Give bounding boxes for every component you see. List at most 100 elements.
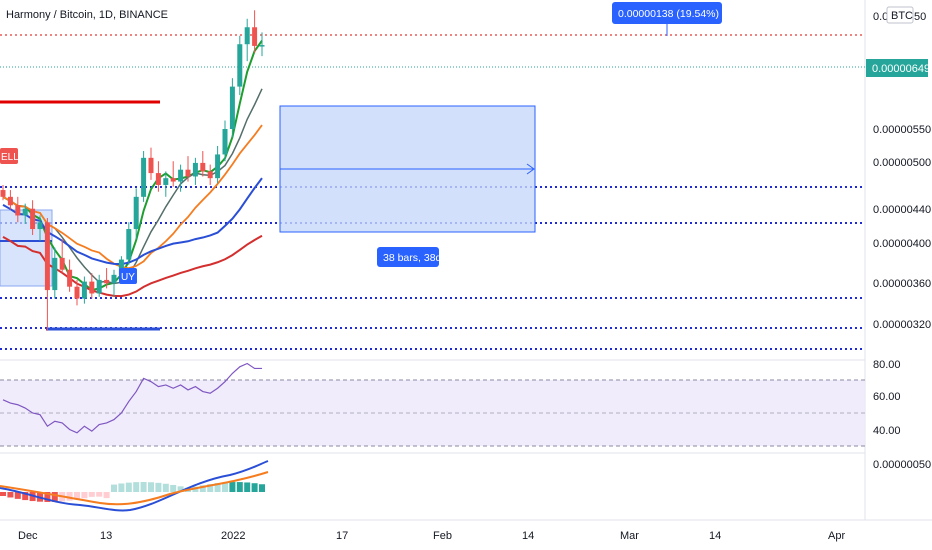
time-tick-5: 14 — [522, 530, 534, 542]
macd-bar — [148, 482, 154, 492]
candle[interactable] — [15, 205, 21, 216]
current-price-label: 0.00000649 — [872, 63, 930, 75]
price-tick-5: 0.00000320 — [873, 319, 931, 331]
macd-bar — [88, 492, 95, 497]
price-tick-top-value: 50 — [914, 11, 926, 23]
macd-bar — [81, 492, 88, 499]
candle[interactable] — [141, 157, 147, 197]
candle[interactable] — [22, 208, 28, 216]
candle[interactable] — [192, 162, 198, 177]
time-tick-1: 13 — [100, 530, 112, 542]
rsi-band — [0, 380, 865, 446]
measure-top-label: 0.00000138 (19.54%) 138 — [618, 8, 740, 20]
macd-bar — [177, 486, 184, 492]
candle[interactable] — [111, 274, 117, 284]
macd-bar — [74, 492, 80, 500]
candle[interactable] — [170, 178, 176, 182]
macd-bar — [51, 492, 58, 502]
price-tick-0: 0.00000550 — [873, 124, 931, 136]
candle[interactable] — [30, 208, 36, 230]
macd-bar — [259, 484, 265, 492]
rsi-tick-2: 40.00 — [873, 425, 901, 437]
macd-bar — [0, 492, 6, 496]
macd-line[interactable] — [0, 460, 269, 512]
time-tick-8: Apr — [828, 530, 845, 542]
macd-signal-line[interactable] — [0, 471, 269, 506]
time-tick-6: Mar — [620, 530, 639, 542]
rsi-line[interactable] — [2, 362, 262, 434]
candle[interactable] — [148, 157, 154, 174]
candle[interactable] — [74, 286, 80, 299]
candle[interactable] — [259, 45, 265, 47]
chart-title: Harmony / Bitcoin, 1D, BINANCE — [6, 9, 168, 21]
currency-badge[interactable] — [886, 6, 914, 24]
time-tick-3: 17 — [336, 530, 348, 542]
candle[interactable] — [81, 281, 87, 299]
candle[interactable] — [0, 190, 6, 197]
macd-bar — [170, 484, 177, 492]
macd-bar — [14, 492, 21, 499]
macd-bar — [66, 492, 73, 501]
sell-tag-label: ELL — [1, 152, 19, 163]
price-tick-top: 0.0 — [873, 11, 888, 23]
candle[interactable] — [185, 169, 191, 177]
candle[interactable] — [96, 279, 102, 294]
candle[interactable] — [215, 154, 221, 179]
time-tick-2: 2022 — [221, 530, 245, 542]
candle[interactable] — [229, 86, 235, 129]
macd-bar — [7, 492, 14, 498]
sell-tag — [0, 148, 18, 164]
macd-bar — [222, 482, 228, 492]
macd-bar — [103, 492, 110, 499]
candle[interactable] — [7, 196, 13, 206]
candle[interactable] — [207, 171, 213, 179]
current-price-badge — [866, 59, 928, 77]
macd-bar — [214, 483, 221, 492]
currency-label: BTC — [891, 10, 913, 22]
macd-bar — [244, 482, 251, 492]
price-tick-3: 0.00000400 — [873, 238, 931, 250]
measure-range-label: 38 bars, 38d — [383, 252, 442, 264]
rsi-tick-1: 60.00 — [873, 391, 901, 403]
macd-bar — [162, 483, 169, 492]
macd-bar — [133, 482, 140, 492]
candle[interactable] — [126, 229, 132, 260]
candle[interactable] — [163, 178, 169, 185]
candle[interactable] — [44, 222, 50, 291]
macd-bar — [125, 482, 132, 492]
candle[interactable] — [67, 269, 73, 287]
macd-bar — [44, 492, 51, 502]
macd-bar — [118, 483, 125, 492]
macd-bar — [229, 482, 236, 492]
measure-range-badge — [377, 247, 439, 267]
candle[interactable] — [222, 129, 228, 155]
rsi-tick-0: 80.00 — [873, 359, 901, 371]
macd-tick-0: 0.00000050 — [873, 459, 931, 471]
macd-bar — [155, 482, 162, 492]
candle[interactable] — [133, 196, 139, 230]
candle[interactable] — [104, 279, 110, 284]
macd-bar — [207, 484, 214, 492]
price-tick-1: 0.00000500 — [873, 157, 931, 169]
candle[interactable] — [89, 281, 95, 294]
time-tick-4: Feb — [433, 530, 452, 542]
candle[interactable] — [178, 169, 184, 182]
candle[interactable] — [200, 162, 206, 172]
price-tick-2: 0.00000440 — [873, 204, 931, 216]
candle[interactable] — [237, 44, 243, 87]
candle[interactable] — [59, 257, 65, 270]
candle[interactable] — [52, 257, 58, 291]
candle[interactable] — [244, 27, 250, 45]
buy-tag — [119, 268, 137, 284]
candle[interactable] — [37, 222, 43, 230]
buy-tag-label: UY — [121, 272, 135, 283]
macd-bar — [199, 485, 206, 492]
candle[interactable] — [118, 259, 124, 275]
time-tick-0: Dec — [18, 530, 38, 542]
macd-bar — [251, 483, 258, 492]
macd-bar — [140, 482, 147, 492]
candle[interactable] — [252, 27, 258, 46]
candle[interactable] — [155, 173, 161, 185]
ma-slow-line[interactable] — [2, 124, 263, 270]
